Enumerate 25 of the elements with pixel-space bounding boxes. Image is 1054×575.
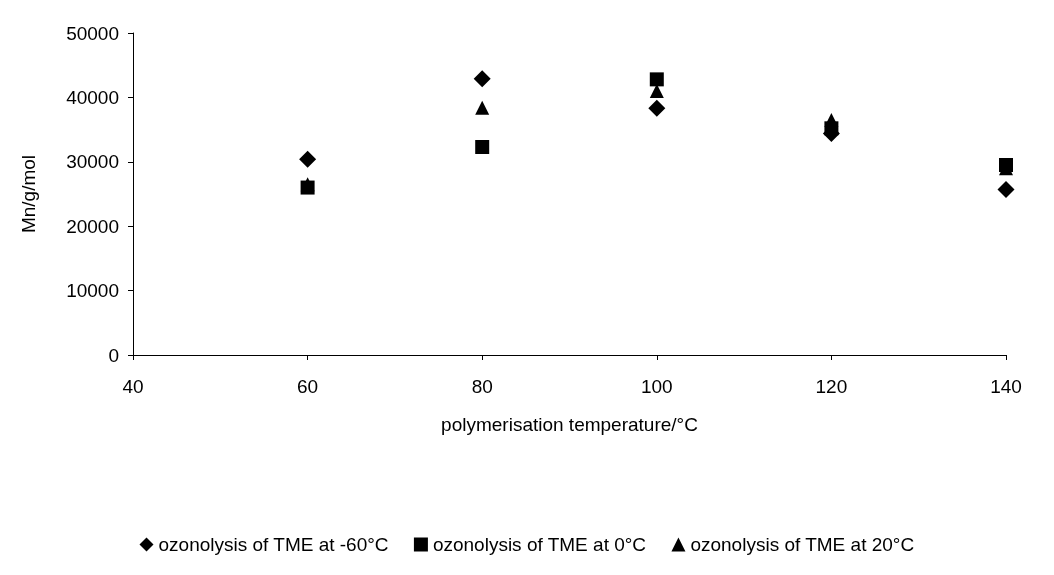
y-tick-label: 20000 <box>66 215 119 237</box>
x-tick-label: 40 <box>122 376 144 397</box>
point <box>649 72 664 87</box>
point <box>473 70 491 88</box>
point <box>475 139 490 154</box>
y-tick-label: 50000 <box>66 22 119 44</box>
point <box>648 99 666 117</box>
y-tick-label: 40000 <box>66 86 119 108</box>
legend-label: ozonolysis of TME at 0°C <box>432 534 647 555</box>
x-tick-label: 100 <box>640 376 673 397</box>
point <box>824 112 839 127</box>
x-tick-label: 120 <box>815 376 848 397</box>
point <box>299 150 317 168</box>
x-axis-title: polymerisation temperature/°C <box>441 414 698 435</box>
y-tick-label: 10000 <box>66 280 119 302</box>
x-tick-label: 140 <box>990 376 1022 397</box>
point <box>997 180 1015 198</box>
legend-label: ozonolysis of TME at 20°C <box>690 534 915 555</box>
x-tick-label: 80 <box>471 376 493 397</box>
point <box>475 100 490 115</box>
y-axis-title: Mn/g/mol <box>18 154 39 234</box>
x-tick-label: 60 <box>297 376 319 397</box>
y-tick-label: 30000 <box>66 151 119 173</box>
y-tick-label: 0 <box>108 344 119 366</box>
legend-label: ozonolysis of TME at -60°C <box>158 534 389 555</box>
